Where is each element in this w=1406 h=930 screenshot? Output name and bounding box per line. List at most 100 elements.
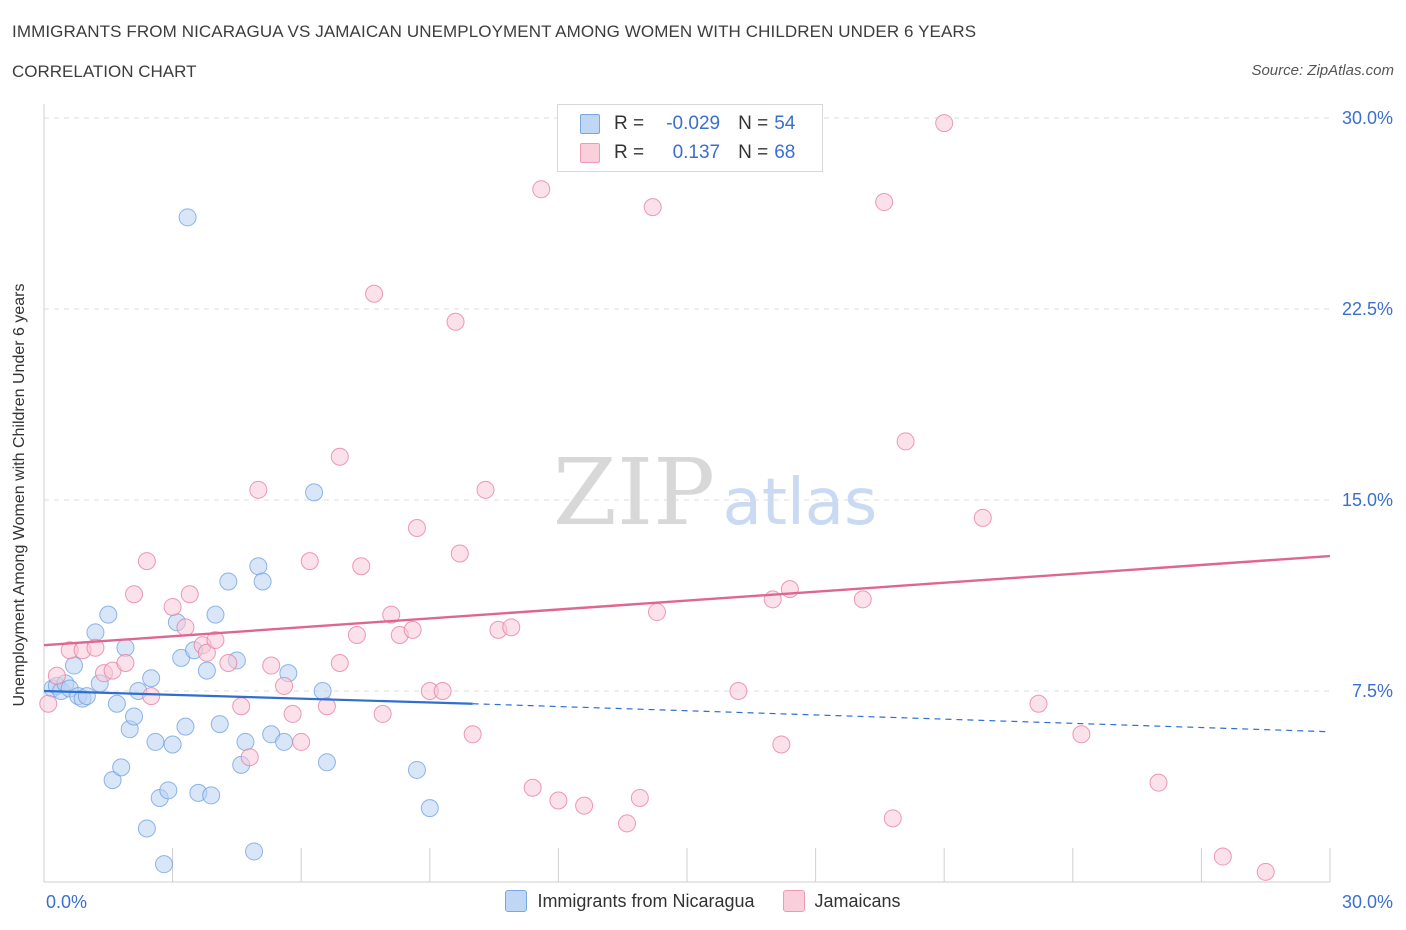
data-point (245, 842, 264, 861)
legend-r-value: -0.029 (666, 113, 721, 134)
data-point (236, 732, 255, 751)
data-point (163, 597, 182, 616)
data-point (176, 717, 195, 736)
series-legend: Immigrants from Nicaragua Jamaicans (0, 890, 1406, 912)
data-point (249, 480, 268, 499)
watermark: ZIP atlas (553, 439, 877, 546)
legend-swatch-jamaicans (782, 890, 805, 912)
data-point (77, 687, 96, 706)
data-point (549, 791, 568, 810)
data-point (313, 682, 332, 700)
data-point (330, 447, 349, 466)
data-point (935, 114, 954, 133)
x-tick-label: 30.0% (1342, 892, 1393, 912)
data-point (317, 697, 336, 716)
data-point (206, 605, 225, 624)
data-point (197, 661, 216, 680)
data-point (137, 552, 156, 571)
data-point (142, 687, 161, 706)
data-point (347, 625, 366, 644)
data-point (219, 653, 238, 672)
data-point (47, 666, 66, 685)
data-point (163, 735, 182, 754)
data-point (283, 704, 302, 723)
watermark-zip: ZIP (553, 439, 715, 546)
data-point (146, 732, 165, 751)
data-point (116, 653, 135, 672)
data-point (116, 638, 135, 657)
data-point (262, 656, 281, 675)
data-point (647, 603, 666, 622)
data-point (219, 572, 238, 591)
series-nicaragua (43, 208, 439, 874)
data-point (125, 585, 144, 604)
data-point (630, 788, 649, 807)
data-point (112, 758, 131, 777)
legend-label-nicaragua: Immigrants from Nicaragua (537, 890, 755, 911)
data-point (86, 638, 105, 657)
trend-line-nicaragua-projection (472, 703, 1331, 733)
y-tick-label: 22.5% (1342, 299, 1393, 319)
data-point (249, 557, 268, 576)
data-point (365, 284, 384, 303)
data-point (86, 623, 105, 642)
data-point (210, 715, 229, 734)
legend-r-label: R = (614, 142, 645, 163)
data-point (1072, 725, 1091, 744)
data-point (450, 544, 469, 563)
data-point (292, 732, 311, 751)
series-jamaicans (39, 114, 1275, 881)
data-point (352, 557, 371, 576)
tick-labels: 7.5% 15.0% 22.5% 30.0% 0.0% 30.0% (46, 108, 1393, 912)
data-point (39, 694, 58, 713)
data-point (137, 819, 156, 838)
data-point (502, 618, 521, 637)
data-point (772, 735, 791, 754)
data-point (883, 809, 902, 828)
data-point (99, 605, 118, 624)
legend-swatch-nicaragua (580, 114, 600, 134)
data-point (463, 725, 482, 744)
legend-row-nicaragua: R = -0.029 N = 54 (580, 112, 795, 136)
data-point (107, 694, 126, 713)
data-point (202, 786, 221, 805)
data-point (125, 707, 144, 726)
data-point (446, 312, 465, 331)
data-point (275, 676, 294, 695)
legend-item-nicaragua: Immigrants from Nicaragua (505, 890, 755, 912)
data-point (643, 198, 662, 217)
data-point (155, 855, 174, 874)
y-tick-label: 30.0% (1342, 108, 1393, 128)
trend-line-jamaicans (43, 554, 1331, 647)
legend-swatch-nicaragua (505, 890, 528, 912)
legend-r-label: R = (614, 113, 645, 134)
data-point (197, 643, 216, 662)
data-point (103, 771, 122, 790)
y-tick-label: 7.5% (1352, 681, 1393, 701)
y-tick-label: 15.0% (1342, 490, 1393, 510)
legend-label-jamaicans: Jamaicans (814, 890, 901, 911)
legend-n-label: N = (738, 142, 769, 163)
data-point (896, 432, 915, 451)
data-point (178, 208, 197, 227)
data-point (407, 519, 426, 538)
legend-row-jamaicans: R = 0.137 N = 68 (580, 141, 795, 165)
legend-swatch-jamaicans (580, 143, 600, 163)
data-point (275, 732, 294, 751)
data-point (1029, 694, 1048, 713)
data-point (420, 799, 439, 818)
data-point (176, 618, 195, 637)
source-credit: Source: ZipAtlas.com (1251, 62, 1394, 79)
data-point (729, 682, 748, 700)
data-point (253, 572, 272, 591)
legend-n-value: 68 (774, 142, 796, 163)
data-point (240, 748, 259, 767)
data-point (476, 480, 495, 499)
data-point (1213, 847, 1232, 866)
chart-title: IMMIGRANTS FROM NICARAGUA VS JAMAICAN UN… (12, 22, 977, 41)
data-point (300, 552, 319, 571)
data-point (780, 580, 799, 599)
grid-lines (44, 117, 1330, 692)
legend-r-value: 0.137 (672, 142, 721, 163)
